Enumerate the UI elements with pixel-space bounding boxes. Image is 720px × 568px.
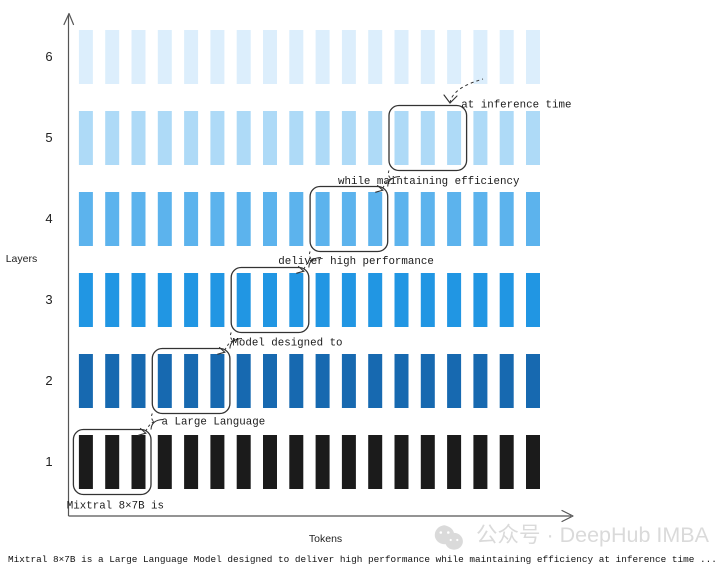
svg-text:Model designed to: Model designed to xyxy=(232,337,342,349)
svg-text:Mixtral 8×7B is: Mixtral 8×7B is xyxy=(67,501,164,513)
svg-text:at inference time: at inference time xyxy=(461,100,571,112)
svg-text:5: 5 xyxy=(45,130,52,145)
svg-text:2: 2 xyxy=(45,373,52,388)
svg-text:1: 1 xyxy=(45,454,52,469)
svg-text:Mixtral 8×7B is a Large Langua: Mixtral 8×7B is a Large Language Model d… xyxy=(8,554,717,565)
svg-text:3: 3 xyxy=(45,292,52,307)
svg-text:6: 6 xyxy=(45,49,52,64)
svg-text:while maintaining efficiency: while maintaining efficiency xyxy=(338,176,520,188)
svg-text:4: 4 xyxy=(45,211,52,226)
svg-text:deliver high performance: deliver high performance xyxy=(278,256,434,268)
svg-text:Tokens: Tokens xyxy=(309,533,342,545)
svg-text:a Large Language: a Large Language xyxy=(162,417,266,429)
svg-text:Layers: Layers xyxy=(6,253,38,265)
svg-text:公众号 · DeepHub IMBA: 公众号 · DeepHub IMBA xyxy=(476,523,710,547)
